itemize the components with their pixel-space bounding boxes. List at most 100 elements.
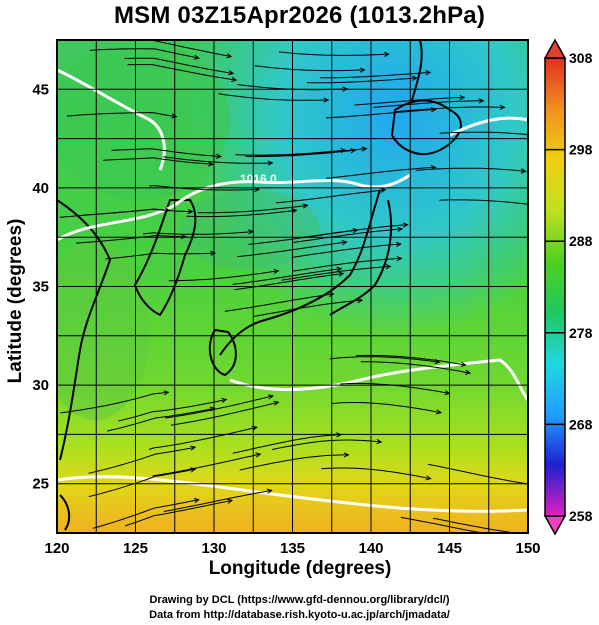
y-tick-label: 25 <box>32 476 49 493</box>
streamline-arrow-icon <box>208 161 214 167</box>
colorbar-top-arrow <box>543 38 567 59</box>
streamline <box>356 354 466 366</box>
streamline <box>186 209 297 218</box>
x-tick-label: 150 <box>515 540 540 557</box>
wind-streamlines <box>59 40 536 538</box>
colorbar-tick-label: 308 <box>569 50 593 66</box>
streamline <box>66 111 177 118</box>
streamline <box>428 463 528 485</box>
streamline-arrow-icon <box>359 67 366 73</box>
streamline <box>432 517 520 533</box>
streamline <box>253 299 363 317</box>
grid-lines <box>57 40 528 533</box>
colorbar-bottom-arrow <box>543 515 567 536</box>
streamline-arrow-icon <box>338 271 345 277</box>
x-tick-label: 120 <box>44 540 69 557</box>
coastline-sakhalin <box>411 40 423 101</box>
streamline <box>321 467 431 480</box>
streamline-arrow-icon <box>190 467 197 473</box>
streamline-arrow-icon <box>435 409 443 415</box>
streamline-arrow-icon <box>302 203 309 209</box>
streamline <box>239 454 349 471</box>
streamline <box>254 65 365 72</box>
coastline-japan-honshu <box>219 189 393 356</box>
credit-data: Data from http://database.rish.kyoto-u.a… <box>149 609 450 621</box>
streamline <box>291 243 401 258</box>
streamline-arrow-icon <box>384 51 391 57</box>
streamline <box>400 516 486 533</box>
streamline <box>170 401 279 426</box>
streamline-arrow-icon <box>385 264 392 270</box>
x-tick-label: 130 <box>201 540 226 557</box>
streamline-arrow-icon <box>376 438 383 445</box>
streamline <box>232 434 341 454</box>
streamline <box>320 72 431 79</box>
streamline-arrow-icon <box>231 76 238 83</box>
streamline-arrow-icon <box>267 160 274 166</box>
streamline <box>88 446 196 474</box>
streamline-arrow-icon <box>266 488 273 494</box>
streamline <box>162 156 273 164</box>
y-tick-label: 35 <box>32 279 49 296</box>
streamline-arrow-icon <box>531 482 536 486</box>
streamline-arrow-icon <box>395 241 402 248</box>
streamline-arrow-icon <box>411 75 418 81</box>
streamline-arrow-icon <box>336 266 343 272</box>
streamline-arrow-icon <box>228 70 235 76</box>
y-tick-label: 40 <box>32 180 49 197</box>
streamline <box>224 293 334 312</box>
streamline <box>76 234 186 244</box>
streamline <box>325 166 436 179</box>
colorbar-tick-label: 258 <box>569 508 593 524</box>
streamline <box>292 257 402 272</box>
streamline-arrow-icon <box>171 113 178 119</box>
streamline <box>165 395 274 419</box>
streamline <box>245 149 356 157</box>
streamline-arrow-icon <box>323 97 330 103</box>
streamline-arrow-icon <box>465 369 472 375</box>
plot-frame <box>56 39 529 534</box>
streamline <box>271 439 382 451</box>
streamline-arrow-icon <box>402 222 409 228</box>
streamline <box>306 77 417 84</box>
streamline <box>105 252 216 260</box>
streamline-arrow-icon <box>459 94 466 101</box>
streamline-arrow-icon <box>430 107 437 113</box>
streamline-arrow-icon <box>163 390 170 396</box>
streamline-arrow-icon <box>226 498 234 504</box>
streamline-arrow-icon <box>478 98 485 104</box>
pressure-contours <box>57 68 528 513</box>
streamline-arrow-icon <box>504 534 509 538</box>
coastline-korea <box>133 199 197 317</box>
coastline-kyushu <box>208 328 237 377</box>
streamline <box>106 407 215 432</box>
streamline-arrow-icon <box>397 226 404 232</box>
y-axis-label: Latitude (degrees) <box>5 218 26 384</box>
streamline <box>354 96 465 106</box>
streamline-arrow-icon <box>273 400 280 406</box>
streamline-arrow-icon <box>380 187 387 193</box>
streamline <box>275 189 386 204</box>
streamline-arrow-icon <box>499 104 506 110</box>
streamline-arrow-icon <box>226 53 233 59</box>
streamline-arrow-icon <box>343 452 350 458</box>
streamline <box>127 64 237 81</box>
chart-title: MSM 03Z15Apr2026 (1013.2hPa) <box>113 2 486 29</box>
streamline-arrow-icon <box>193 54 200 60</box>
y-tick-label: 30 <box>32 377 49 394</box>
streamline <box>118 399 227 422</box>
streamline-arrow-icon <box>396 255 403 262</box>
streamline <box>360 361 471 374</box>
x-tick-label: 135 <box>280 540 305 557</box>
credit-drawing: Drawing by DCL (https://www.gfd-dennou.o… <box>149 594 450 606</box>
streamline-arrow-icon <box>341 240 348 246</box>
streamline <box>439 131 528 136</box>
streamline-arrow-icon <box>216 153 223 159</box>
colorbar-tick-label: 298 <box>569 142 593 158</box>
streamline <box>325 108 436 119</box>
colorbar: 258 268 278 288 298 308 <box>543 38 593 536</box>
streamline <box>439 199 528 205</box>
streamline-arrow-icon <box>361 146 368 152</box>
colorbar-bar <box>544 57 566 517</box>
